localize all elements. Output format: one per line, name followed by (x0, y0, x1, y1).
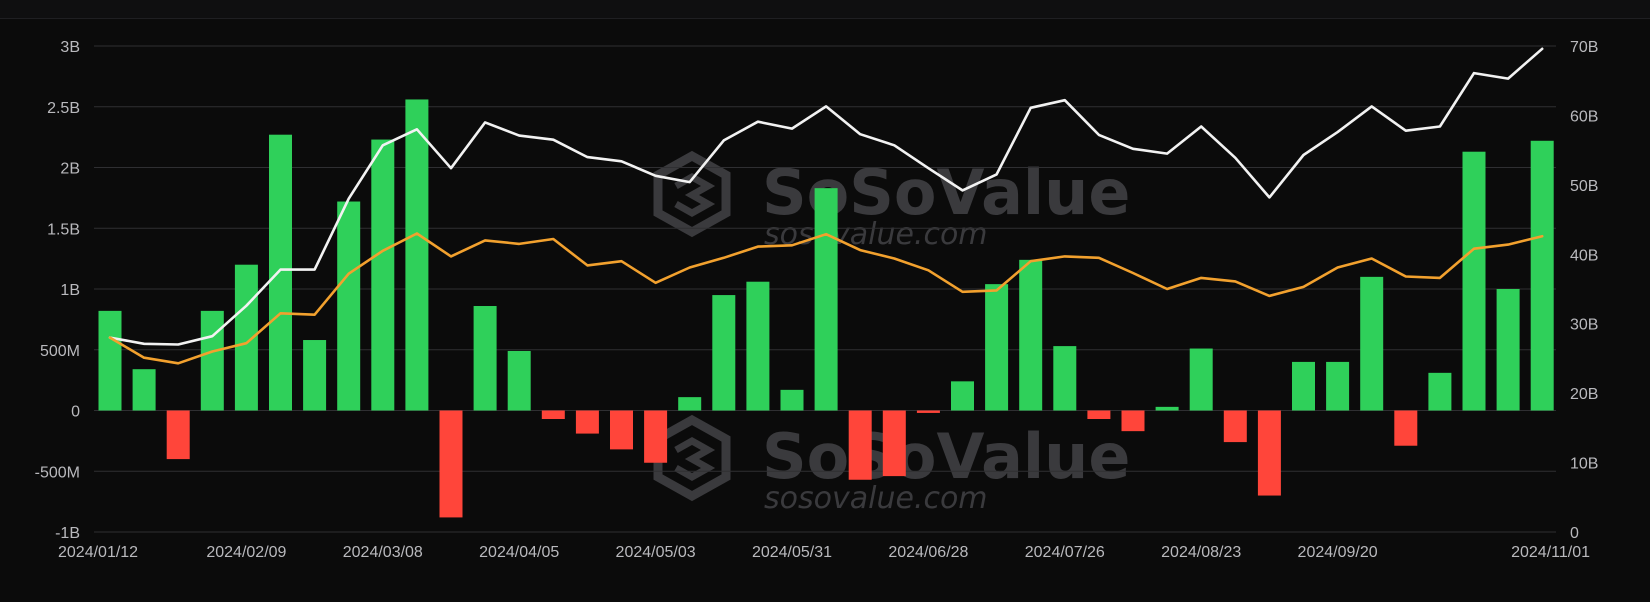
watermark-url: sosovalue.com (764, 217, 988, 252)
right-tick-label: 40B (1570, 247, 1598, 264)
outflow-bar (1223, 410, 1247, 443)
inflow-bar (1462, 151, 1486, 411)
outflow-bar (1257, 410, 1281, 496)
outflow-bar (439, 410, 463, 518)
watermark-bottom: SoSoValue sosovalue.com (653, 414, 1130, 516)
inflow-bar (98, 310, 122, 411)
outflow-bar (166, 410, 190, 460)
x-tick-label: 2024/05/03 (616, 544, 696, 561)
x-axis-ticks: 2024/01/12 2024/02/09 2024/03/08 2024/04/05… (58, 544, 1590, 561)
inflow-bar (1326, 361, 1350, 411)
left-tick-label: -500M (35, 464, 80, 481)
outflow-bar (1394, 410, 1418, 446)
outflow-bar (1087, 410, 1111, 420)
x-tick-label: 2024/06/28 (888, 544, 968, 561)
inflow-bar (1019, 259, 1043, 411)
left-tick-label: 1B (60, 282, 80, 299)
outflow-bar (1121, 410, 1145, 432)
outflow-bar (848, 410, 872, 480)
outflow-bar (882, 410, 906, 477)
x-tick-label: 2024/02/09 (206, 544, 286, 561)
left-tick-label: 2.5B (47, 100, 80, 117)
x-tick-label: 2024/05/31 (752, 544, 832, 561)
right-tick-label: 0 (1570, 525, 1579, 542)
inflow-bar (1292, 361, 1315, 411)
watermark-url: sosovalue.com (764, 481, 988, 516)
inflow-bar (303, 340, 327, 411)
x-tick-label: 2024/07/26 (1025, 544, 1105, 561)
inflow-bar (1155, 406, 1179, 411)
inflow-bar (507, 350, 531, 411)
inflow-bar (473, 306, 497, 411)
outflow-bar (575, 410, 599, 434)
left-tick-label: 3B (60, 39, 80, 56)
x-tick-label: 2024/03/08 (343, 544, 423, 561)
inflow-bar (985, 284, 1009, 411)
inflow-bar (337, 201, 361, 411)
left-tick-label: -1B (55, 525, 80, 542)
inflow-bar (200, 310, 224, 411)
right-tick-label: 60B (1570, 108, 1598, 125)
right-tick-label: 50B (1570, 178, 1598, 195)
outflow-bar (916, 410, 940, 413)
white-series-line (108, 47, 1544, 346)
series-lines (108, 47, 1544, 365)
left-tick-label: 0 (71, 404, 80, 421)
left-tick-label: 2B (60, 161, 80, 178)
left-axis-ticks: -1B -500M 0 500M 1B 1.5B 2B 2.5B 3B (35, 39, 80, 542)
inflow-bar (1496, 289, 1520, 411)
x-tick-label: 2024/01/12 (58, 544, 138, 561)
inflow-bar (1428, 372, 1452, 411)
inflow-bar (1360, 276, 1384, 411)
outflow-bar (644, 410, 668, 463)
left-tick-label: 1.5B (47, 221, 80, 238)
inflow-bar (269, 134, 292, 411)
inflow-bar (1530, 140, 1554, 411)
inflow-bar (814, 188, 838, 411)
inflow-bar (132, 369, 156, 411)
right-tick-label: 30B (1570, 317, 1598, 334)
outflow-bar (541, 410, 565, 420)
right-tick-label: 20B (1570, 386, 1598, 403)
right-axis-ticks: 0 10B 20B 30B 40B 50B 60B 70B (1570, 39, 1598, 542)
watermark-name: SoSoValue (762, 420, 1130, 493)
flow-bars (98, 99, 1554, 518)
inflow-bar (712, 295, 736, 411)
inflow-bar (951, 381, 974, 411)
inflow-bar (1189, 348, 1213, 411)
right-tick-label: 70B (1570, 39, 1598, 56)
inflow-bar (1053, 346, 1077, 411)
inflow-bar (746, 281, 770, 411)
x-tick-label: 2024/08/23 (1161, 544, 1241, 561)
x-tick-label: 2024/09/20 (1298, 544, 1378, 561)
watermark-logo-icon (653, 414, 731, 502)
outflow-bar (610, 410, 633, 450)
inflow-bar (678, 397, 702, 411)
inflow-bar (780, 389, 804, 411)
right-tick-label: 10B (1570, 456, 1598, 473)
inflow-bar (405, 99, 429, 411)
x-tick-label: 2024/11/01 (1511, 544, 1590, 561)
orange-series-line (108, 232, 1544, 365)
top-bar (0, 0, 1650, 19)
watermark-top: SoSoValue sosovalue.com (653, 150, 1130, 252)
inflow-bar (371, 139, 395, 411)
left-tick-label: 500M (40, 343, 80, 360)
x-tick-label: 2024/04/05 (479, 544, 559, 561)
